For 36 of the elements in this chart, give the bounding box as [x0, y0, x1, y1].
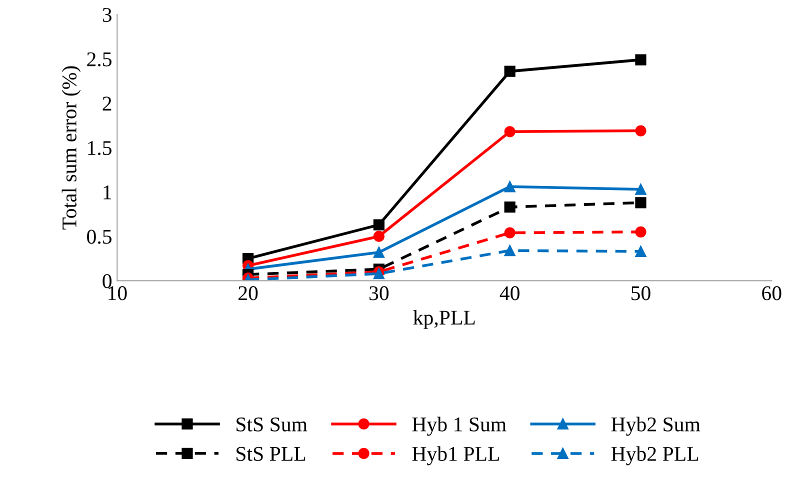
point	[373, 246, 385, 258]
legend-label: Hyb2 Sum	[611, 416, 700, 436]
point	[373, 219, 385, 230]
x-tick-label: 30	[370, 286, 389, 300]
point	[635, 246, 646, 257]
y-tick-label: 2	[102, 96, 112, 110]
point	[635, 197, 646, 208]
legend-label: StS Sum	[236, 417, 308, 432]
y-tick-label: 0.5	[87, 230, 112, 244]
x-tick-label: 10	[108, 286, 127, 300]
y-tick-label: 2.5	[87, 52, 112, 66]
x-axis-title: kp,PLL	[413, 310, 475, 329]
point	[635, 226, 646, 238]
point	[635, 54, 646, 66]
point	[635, 125, 646, 136]
x-tick-label: 20	[238, 286, 258, 300]
legend-label: Hyb 1 Sum	[412, 416, 506, 436]
legend-label: Hyb1 PLL	[412, 446, 499, 466]
y-tick-label: 0	[102, 274, 112, 288]
y-tick-label: 1.5	[88, 141, 112, 156]
point	[504, 244, 516, 256]
point	[504, 202, 516, 213]
x-tick-label: 40	[500, 286, 520, 300]
point	[504, 126, 516, 138]
y-tick-label: 3	[102, 8, 112, 22]
x-tick-label: 60	[762, 286, 782, 300]
legend-label: StS PLL	[236, 446, 306, 461]
x-tick-label: 50	[632, 286, 650, 300]
y-axis-title: Total sum error (%)	[62, 66, 81, 230]
y-tick-label: 1	[104, 185, 112, 200]
point	[373, 230, 385, 242]
legend-label: Hyb2 PLL	[611, 446, 698, 466]
point	[504, 66, 516, 77]
point	[504, 227, 516, 238]
point	[635, 184, 646, 195]
point	[504, 181, 516, 192]
